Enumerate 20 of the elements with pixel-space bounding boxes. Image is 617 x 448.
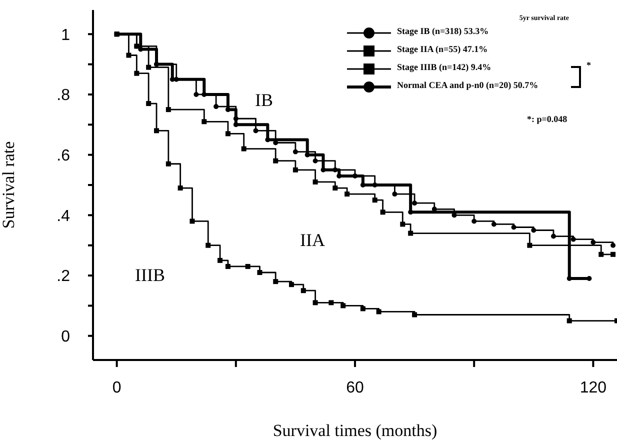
annotation: IIA — [300, 230, 325, 251]
legend-label: Normal CEA and p-n0 (n=20) 50.7% — [397, 80, 540, 90]
annotation: IB — [255, 90, 273, 111]
y-tick-label: 0 — [61, 328, 70, 346]
legend-label: Stage IIIB (n=142) 9.4% — [397, 62, 492, 72]
y-axis-title: Survival rate — [0, 141, 18, 229]
annotation: IIIB — [135, 265, 165, 286]
y-tick-label: 1 — [61, 26, 70, 44]
legend-label: Stage IB (n=318) 53.3% — [397, 26, 490, 36]
x-tick-label: 60 — [346, 379, 364, 396]
annotation: *: p=0.048 — [526, 114, 568, 124]
y-tick-label: .6 — [56, 148, 70, 165]
annotation: * — [586, 60, 591, 70]
x-tick-label: 0 — [112, 379, 122, 396]
y-tick-label: .2 — [56, 268, 70, 286]
legend-label: Stage IIA (n=55) 47.1% — [397, 44, 489, 54]
x-axis-title: Survival times (months) — [272, 421, 438, 440]
x-tick-label: 120 — [580, 379, 607, 396]
y-tick-label: .4 — [56, 208, 70, 225]
y-tick-label: .8 — [56, 87, 70, 104]
